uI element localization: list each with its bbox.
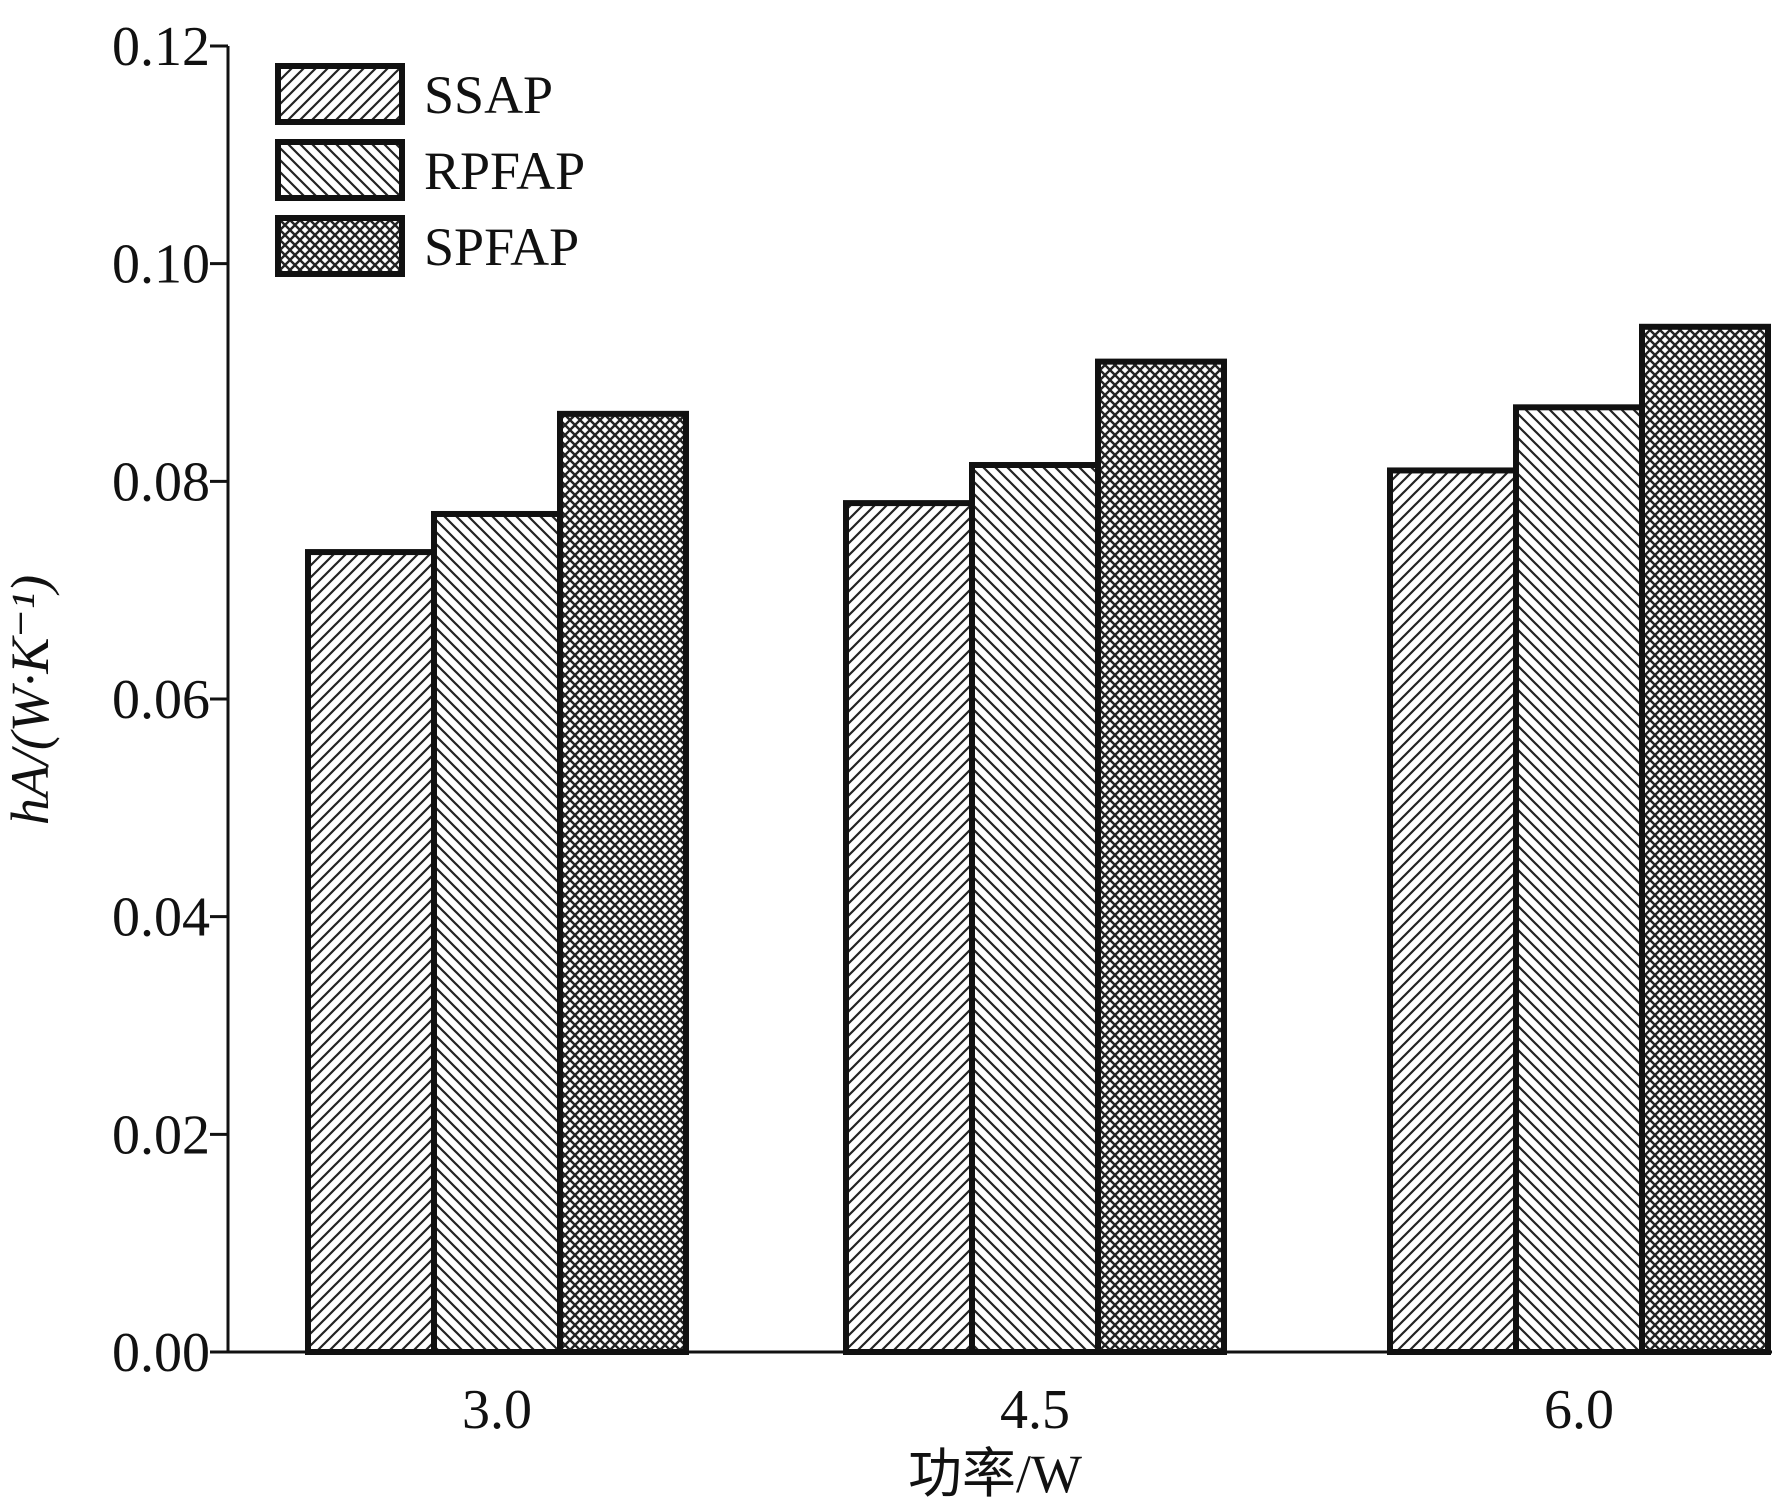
y-tick-label: 0.12 [112,16,210,78]
legend-swatch-ssap [275,63,405,125]
x-tick-label-6.0: 6.0 [1544,1379,1614,1441]
y-tick-label: 0.02 [112,1104,210,1166]
bar-ssap-3.0 [305,549,437,1355]
bar-ssap-4.5 [843,500,975,1356]
legend: SSAP RPFAP SPFAP [275,63,585,277]
bar-spfap-4.5 [1095,358,1227,1356]
y-axis-title: hA/(W·K⁻¹) [0,575,60,825]
y-tick-label: 0.04 [112,887,210,949]
x-axis-title: 功率/W [908,1444,1082,1504]
legend-label-rpfap: RPFAP [424,141,585,201]
y-ticks: 0.00 0.02 0.04 0.06 0.08 0.10 0.12 [112,16,228,1384]
legend-label-ssap: SSAP [424,65,553,125]
legend-swatch-rpfap [275,139,405,201]
bar-spfap-3.0 [557,410,689,1355]
legend-swatch-spfap [275,215,405,277]
bar-rpfap-6.0 [1513,404,1645,1355]
bar-ssap-6.0 [1387,467,1519,1355]
y-tick-label: 0.08 [112,451,210,513]
x-tick-label-4.5: 4.5 [1000,1379,1070,1441]
bar-rpfap-4.5 [969,462,1101,1355]
y-tick-label: 0.06 [112,669,210,731]
bar-spfap-6.0 [1639,323,1771,1355]
x-tick-label-3.0: 3.0 [462,1379,532,1441]
bars-layer [305,323,1771,1356]
bar-rpfap-3.0 [431,510,563,1355]
y-tick-label: 0.00 [112,1322,210,1384]
x-ticks: 3.0 4.5 6.0 [462,1379,1614,1441]
legend-label-spfap: SPFAP [424,217,579,277]
y-tick-label: 0.10 [112,234,210,296]
